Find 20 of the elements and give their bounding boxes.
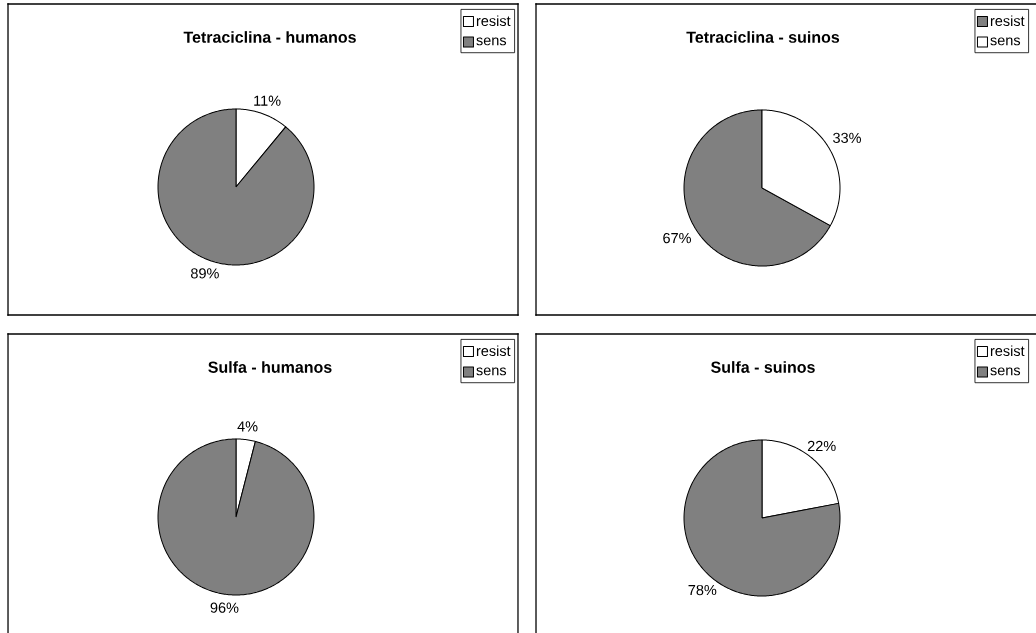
data-label: 22%: [807, 440, 836, 452]
legend-label: sens: [476, 367, 507, 376]
legend-label: sens: [476, 37, 507, 46]
data-label: 89%: [191, 268, 219, 279]
legend-label: sens: [990, 37, 1021, 46]
data-label: 11%: [254, 95, 281, 106]
text: Tetraciclina - humanos: [183, 31, 356, 43]
legend-label: sens: [990, 367, 1021, 376]
legend-label: resist: [476, 15, 511, 27]
data-label: 33%: [833, 132, 862, 144]
data-label: 96%: [210, 602, 239, 613]
text: Tetraciclina - suinos: [686, 31, 840, 43]
text: Sulfa - suinos: [711, 361, 815, 373]
data-label: 67%: [663, 232, 692, 244]
legend-label: resist: [476, 345, 511, 357]
text: Sulfa - humanos: [208, 361, 332, 373]
data-label: 4%: [237, 421, 258, 432]
data-label: 78%: [688, 584, 717, 596]
legend-label: resist: [990, 15, 1025, 27]
legend-label: resist: [990, 345, 1025, 357]
